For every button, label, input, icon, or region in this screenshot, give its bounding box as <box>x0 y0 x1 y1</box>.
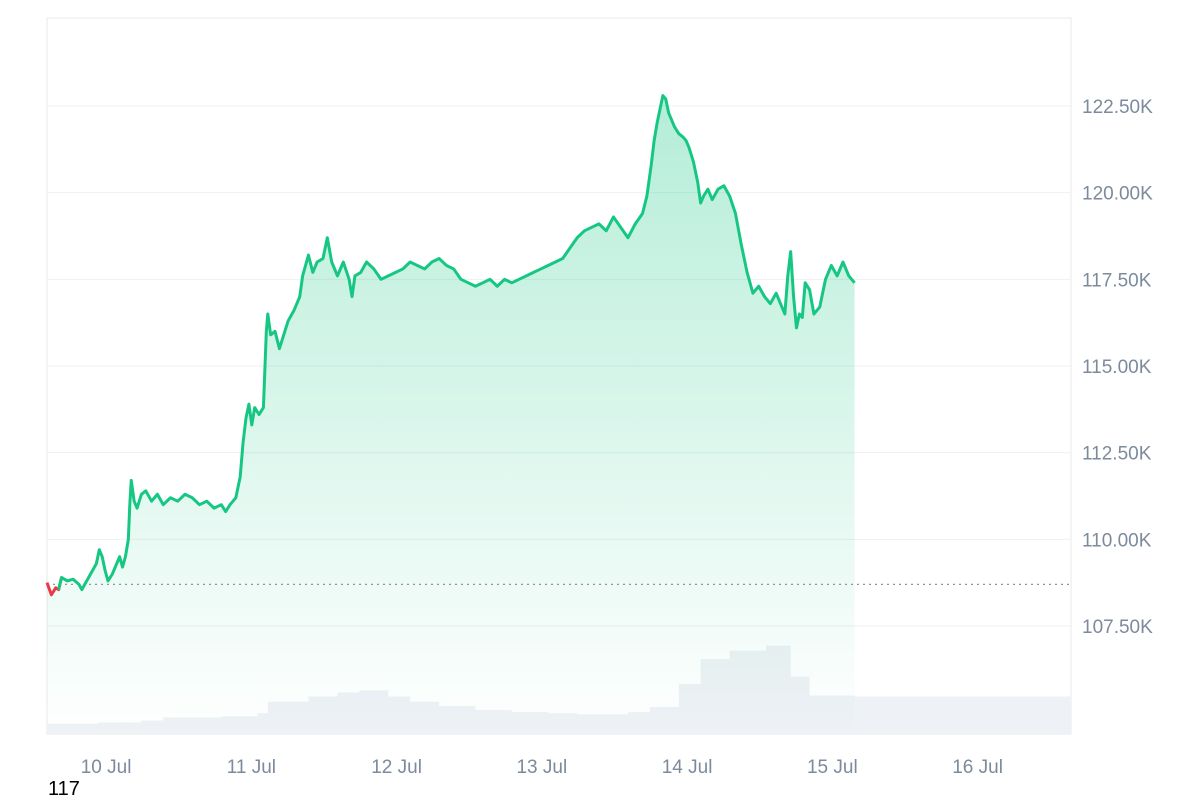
x-tick-label: 11 Jul <box>227 757 276 778</box>
x-axis-ticks: 10 Jul 11 Jul 12 Jul 13 Jul 14 Jul 15 Jul 16 J… <box>81 757 1003 778</box>
price-line-up <box>57 94 856 592</box>
y-tick-label: 112.50K <box>1082 444 1152 465</box>
price-area-fill <box>47 95 855 735</box>
y-tick-label: 110.00K <box>1082 530 1152 551</box>
y-tick-label: 107.50K <box>1082 617 1153 638</box>
footer-label: 117 <box>48 778 80 800</box>
x-tick-label: 10 Jul <box>81 757 132 778</box>
x-tick-label: 14 Jul <box>662 757 713 778</box>
y-tick-label: 120.00K <box>1082 184 1153 205</box>
x-tick-label: 12 Jul <box>371 757 422 778</box>
price-area <box>47 95 855 735</box>
x-tick-label: 16 Jul <box>952 757 1003 778</box>
y-tick-label: 115.00K <box>1082 357 1152 378</box>
y-axis-ticks: 122.50K 120.00K 117.50K 115.00K 112.50K 110.0… <box>1082 97 1153 638</box>
x-tick-label: 13 Jul <box>516 757 567 778</box>
y-tick-label: 122.50K <box>1082 97 1153 118</box>
x-tick-label: 15 Jul <box>807 757 858 778</box>
y-tick-label: 117.50K <box>1082 270 1152 291</box>
price-line <box>45 94 856 597</box>
